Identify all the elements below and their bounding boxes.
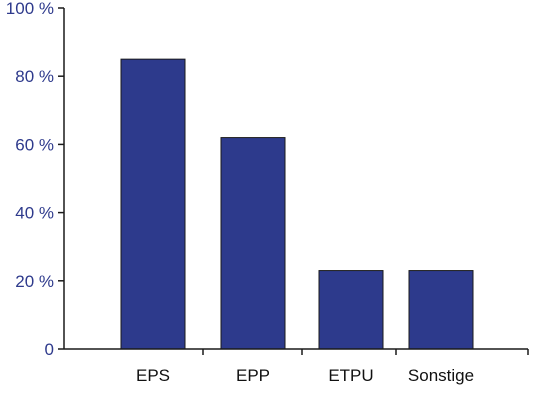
y-tick-label: 60 % xyxy=(15,135,54,154)
bars xyxy=(120,58,474,350)
x-tick-label: Sonstige xyxy=(408,366,474,385)
x-tick-label: ETPU xyxy=(328,366,373,385)
y-tick-label: 80 % xyxy=(15,67,54,86)
x-axis: EPS EPP ETPU Sonstige xyxy=(64,348,529,385)
bar-eps xyxy=(120,58,186,350)
x-tick-label: EPP xyxy=(236,366,270,385)
y-tick-label: 0 xyxy=(45,340,54,359)
bar-sonstige xyxy=(408,270,474,350)
x-tick-label: EPS xyxy=(136,366,170,385)
bar-etpu xyxy=(318,270,384,350)
y-tick-label: 20 % xyxy=(15,272,54,291)
y-axis: 0 20 % 40 % 60 % 80 % 100 % xyxy=(6,0,65,359)
bar-epp xyxy=(220,137,286,350)
y-tick-label: 40 % xyxy=(15,204,54,223)
y-tick-label: 100 % xyxy=(6,0,54,18)
